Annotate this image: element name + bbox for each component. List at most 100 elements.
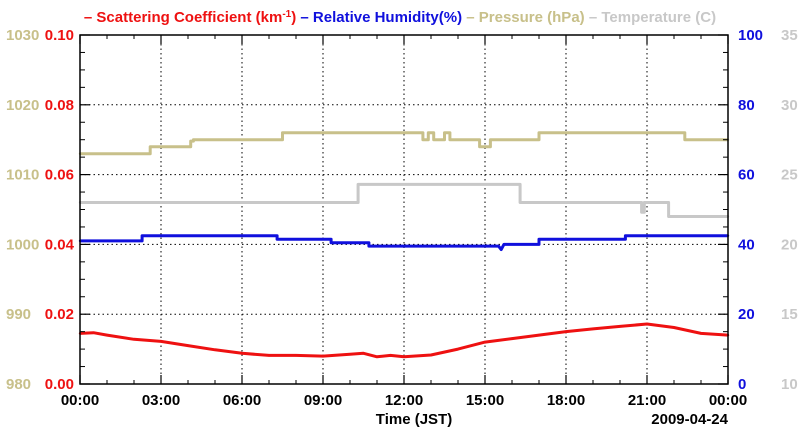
- data-point-humidity: [537, 243, 541, 246]
- temperature-tick-label: 30: [781, 97, 798, 114]
- x-tick-label: 21:00: [628, 392, 666, 409]
- pressure-tick-label: 1020: [6, 97, 39, 114]
- data-point-scattering: [618, 325, 622, 328]
- data-point-scattering: [321, 354, 325, 358]
- humidity-tick-label: 20: [738, 306, 755, 323]
- data-point-pressure: [478, 138, 481, 141]
- data-point-scattering: [267, 354, 271, 357]
- data-point-scattering: [186, 344, 190, 347]
- data-point-scattering: [402, 355, 406, 358]
- data-point-humidity: [624, 234, 627, 237]
- humidity-tick-label: 0: [738, 376, 746, 393]
- series-line-temperature: [80, 182, 728, 218]
- data-point-scattering: [375, 355, 379, 358]
- data-point-pressure: [427, 131, 430, 134]
- data-point-pressure: [489, 138, 492, 141]
- scattering-tick-label: 0.00: [45, 376, 74, 393]
- x-tick-label: 03:00: [142, 392, 180, 409]
- legend: – Scattering Coefficient (km-1) – Relati…: [84, 9, 716, 27]
- data-point-pressure: [683, 138, 686, 141]
- data-point-temperature: [356, 183, 360, 186]
- data-point-pressure: [421, 138, 425, 141]
- x-tick-label: 18:00: [547, 392, 585, 409]
- x-tick-label: 15:00: [466, 392, 504, 409]
- data-point-pressure: [421, 131, 425, 134]
- scattering-tick-label: 0.08: [45, 97, 74, 114]
- scattering-tick-label: 0.06: [45, 167, 74, 184]
- data-point-scattering: [537, 333, 541, 337]
- data-point-scattering: [92, 331, 95, 334]
- plot-frame: [79, 34, 729, 385]
- x-tick-label: 00:00: [709, 392, 747, 409]
- legend-item-sup: -1: [282, 9, 291, 20]
- data-point-pressure: [427, 138, 430, 141]
- scattering-tick-label: 0.10: [45, 27, 74, 44]
- data-point-humidity: [367, 241, 371, 244]
- pressure-tick-label: 1010: [6, 167, 39, 184]
- data-point-temperature: [518, 201, 522, 204]
- data-point-humidity: [367, 244, 371, 248]
- x-tick-label: 06:00: [223, 392, 261, 409]
- data-point-scattering: [362, 352, 365, 355]
- data-point-scattering: [591, 327, 595, 331]
- data-point-humidity: [500, 248, 503, 251]
- legend-item: – Scattering Coefficient (km: [84, 9, 282, 26]
- data-point-humidity: [140, 234, 144, 237]
- data-point-scattering: [483, 340, 487, 344]
- data-point-scattering: [645, 322, 649, 326]
- data-point-scattering: [105, 333, 109, 337]
- data-point-scattering: [294, 354, 298, 357]
- legend-line: – Scattering Coefficient (km-1) – Relati…: [84, 9, 716, 27]
- date-label: 2009-04-24: [651, 411, 728, 428]
- data-point-pressure: [149, 145, 152, 148]
- temperature-tick-label: 20: [781, 236, 798, 253]
- pressure-tick-label: 1030: [6, 27, 39, 44]
- data-point-temperature: [356, 201, 360, 204]
- x-tick-label: 12:00: [385, 392, 423, 409]
- grid: [80, 35, 728, 384]
- humidity-tick-label: 80: [738, 97, 755, 114]
- data-point-pressure: [192, 138, 195, 141]
- data-point-pressure: [478, 145, 481, 148]
- data-point-temperature: [643, 211, 646, 214]
- series-line-scattering: [79, 322, 729, 359]
- data-point-pressure: [189, 145, 192, 148]
- pressure-tick-label: 990: [6, 306, 31, 323]
- data-point-pressure: [448, 138, 452, 141]
- pressure-tick-label: 980: [6, 376, 31, 393]
- data-point-pressure: [489, 145, 492, 148]
- humidity-tick-label: 60: [738, 167, 755, 184]
- data-point-humidity: [329, 241, 333, 244]
- humidity-tick-label: 40: [738, 236, 755, 253]
- data-point-scattering: [699, 332, 703, 335]
- data-point-humidity: [275, 238, 279, 241]
- legend-item-suffix: ): [291, 9, 296, 26]
- data-point-pressure: [432, 138, 435, 141]
- data-point-pressure: [683, 131, 686, 134]
- axes: 00:00 03:00 06:00 09:00 12:00 15:00 18:00 21:00…: [6, 27, 798, 409]
- data-point-humidity: [537, 238, 541, 241]
- data-point-pressure: [537, 138, 541, 141]
- data-point-scattering: [348, 353, 352, 356]
- pressure-tick-label: 1000: [6, 236, 39, 253]
- data-point-humidity: [329, 238, 333, 241]
- data-point-scattering: [672, 326, 676, 329]
- data-point-humidity: [275, 234, 279, 237]
- data-point-pressure: [448, 131, 452, 134]
- scattering-tick-label: 0.02: [45, 306, 74, 323]
- data-point-humidity: [624, 238, 627, 241]
- data-point-scattering: [456, 347, 460, 351]
- data-point-pressure: [516, 138, 519, 141]
- data-point-temperature: [643, 201, 646, 204]
- data-point-scattering: [240, 352, 244, 355]
- series-layer: [78, 131, 730, 359]
- data-point-scattering: [510, 337, 514, 340]
- temperature-tick-label: 10: [781, 376, 798, 393]
- x-tick-label: 00:00: [61, 392, 99, 409]
- x-axis-title: Time (JST): [376, 411, 452, 428]
- legend-item: – Temperature (C): [585, 9, 716, 26]
- temperature-tick-label: 15: [781, 306, 798, 323]
- temperature-tick-label: 25: [781, 167, 798, 184]
- data-point-humidity: [502, 243, 506, 246]
- data-point-scattering: [132, 338, 136, 341]
